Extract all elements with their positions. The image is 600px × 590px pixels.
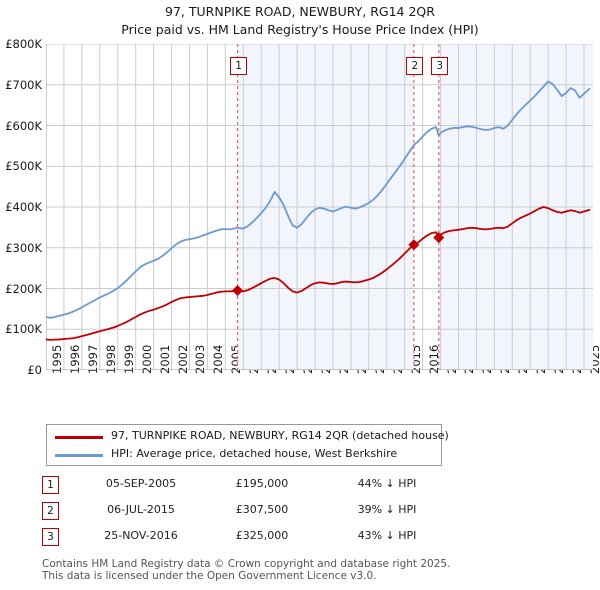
transaction-date: 05-SEP-2005 (105, 477, 177, 490)
footer-line-1: Contains HM Land Registry data © Crown c… (42, 558, 451, 570)
transaction-index-badge: 2 (42, 502, 59, 520)
y-axis-tick-label: £500K (5, 159, 42, 174)
table-row: 1 05-SEP-2005 £195,000 44% ↓ HPI (42, 476, 462, 502)
sale-marker-diamond (408, 239, 420, 251)
chart-svg (46, 44, 593, 370)
transaction-index-badge: 1 (42, 476, 59, 494)
chart-marker-box-2: 2 (406, 57, 424, 75)
transaction-price: £195,000 (235, 477, 289, 490)
legend-item: 97, TURNPIKE ROAD, NEWBURY, RG14 2QR (de… (47, 427, 449, 447)
table-row: 2 06-JUL-2015 £307,500 39% ↓ HPI (42, 502, 462, 528)
chart-legend: 97, TURNPIKE ROAD, NEWBURY, RG14 2QR (de… (46, 424, 449, 466)
chart-marker-box-3: 3 (431, 57, 449, 75)
y-axis-tick-label: £100K (5, 322, 42, 337)
page-subtitle: Price paid vs. HM Land Registry's House … (121, 22, 479, 37)
transaction-price: £307,500 (235, 503, 289, 516)
y-axis-tick-label: £200K (5, 281, 42, 296)
y-axis-tick-label: £0 (27, 363, 42, 377)
transaction-date: 25-NOV-2016 (104, 529, 178, 542)
chart-plot-area (46, 44, 593, 370)
transaction-hpi-delta: 39% ↓ HPI (357, 503, 417, 516)
legend-item-label: HPI: Average price, detached house, West… (111, 447, 398, 460)
legend-color-swatch (55, 454, 103, 457)
table-row: 3 25-NOV-2016 £325,000 43% ↓ HPI (42, 528, 462, 554)
legend-item-label: 97, TURNPIKE ROAD, NEWBURY, RG14 2QR (de… (111, 429, 449, 442)
y-axis-tick-label: £400K (5, 200, 42, 214)
transaction-hpi-delta: 43% ↓ HPI (357, 529, 417, 542)
transaction-price: £325,000 (235, 529, 289, 542)
page-title: 97, TURNPIKE ROAD, NEWBURY, RG14 2QR (165, 4, 435, 19)
y-axis-tick-label: £700K (5, 77, 42, 92)
y-axis-tick-label: £300K (5, 240, 42, 255)
legend-color-swatch (55, 436, 103, 439)
footer-line-2: This data is licensed under the Open Gov… (42, 570, 377, 582)
price-paid-line (46, 206, 591, 341)
chart-marker-box-1: 1 (230, 57, 248, 75)
y-axis-tick-label: £800K (5, 37, 42, 51)
legend-item: HPI: Average price, detached house, West… (47, 445, 441, 465)
y-axis-tick-label: £600K (5, 118, 42, 133)
hpi-line (46, 80, 591, 319)
sale-marker-diamond (433, 232, 445, 244)
transaction-date: 06-JUL-2015 (107, 503, 175, 516)
transaction-hpi-delta: 44% ↓ HPI (357, 477, 417, 490)
transaction-index-badge: 3 (42, 528, 59, 546)
sale-marker-diamond (232, 285, 244, 297)
